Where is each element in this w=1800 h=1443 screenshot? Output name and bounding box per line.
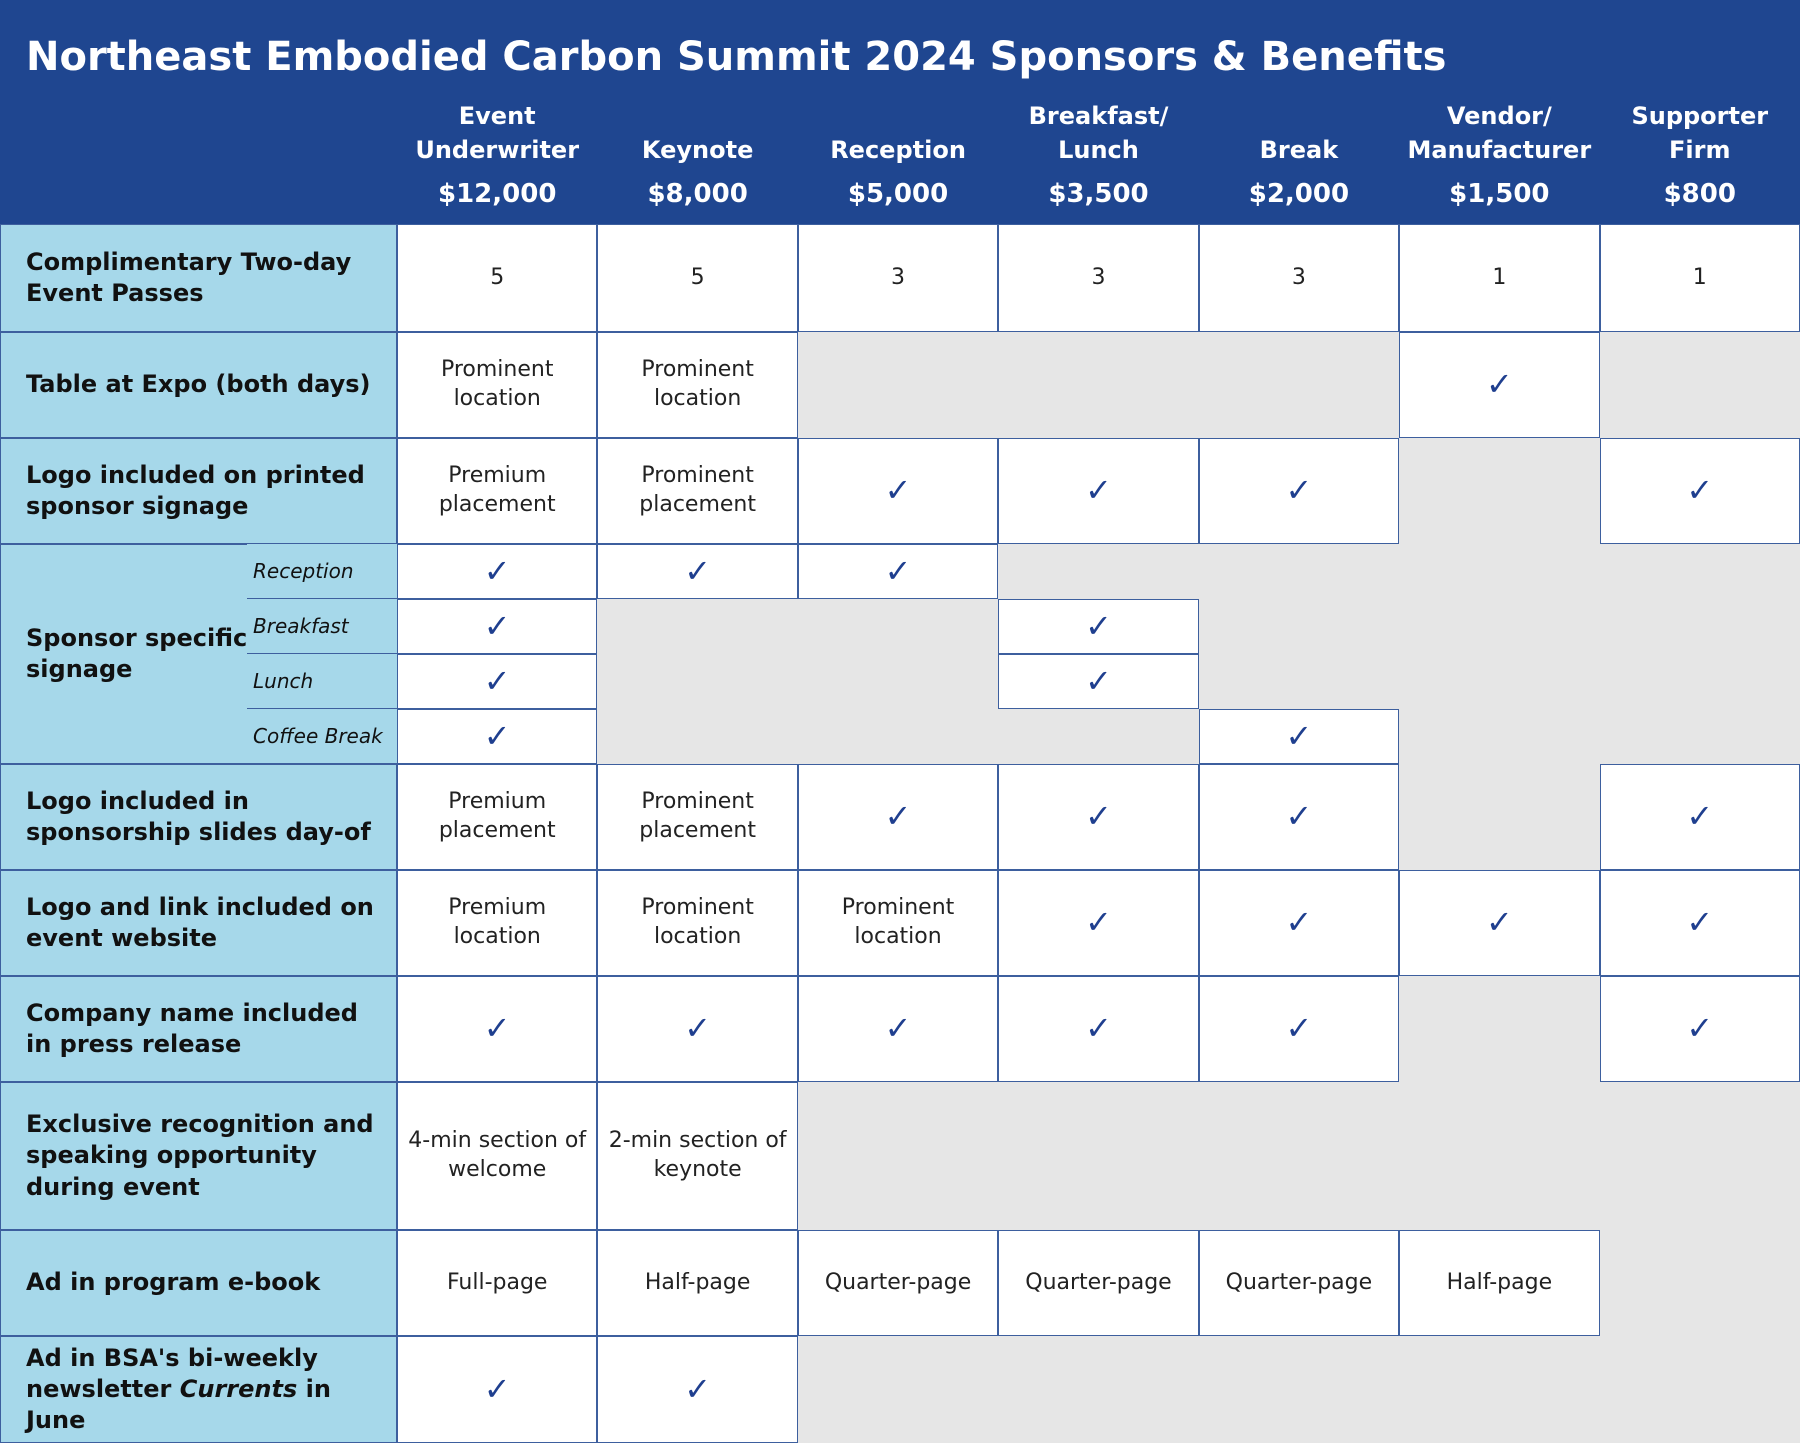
- column-name: Underwriter: [415, 136, 580, 165]
- row-label: Logo included on printed sponsor signage: [0, 438, 397, 544]
- cell: ✓: [797, 544, 999, 599]
- column-name: Keynote: [641, 136, 754, 165]
- cell: ✓: [1198, 438, 1400, 544]
- cell: Prominent location: [797, 870, 999, 976]
- cell: Half-page: [1399, 1230, 1600, 1336]
- row-label-text: Ad in BSA's bi-weekly newsletter Current…: [26, 1343, 388, 1437]
- cell: ✓: [1198, 870, 1400, 976]
- cell: ✓: [1599, 976, 1800, 1082]
- cell: ✓: [597, 544, 798, 599]
- column-price: $8,000: [647, 178, 748, 209]
- column-price: $800: [1663, 178, 1736, 209]
- row-label: Company name included in press release: [0, 976, 397, 1082]
- cell: ✓: [1599, 438, 1800, 544]
- cell: ✓: [1399, 332, 1600, 438]
- column-name: Vendor/: [1446, 102, 1552, 131]
- cell: 1: [1399, 224, 1600, 332]
- title: Northeast Embodied Carbon Summit 2024 Sp…: [26, 34, 1447, 80]
- column-price: $2,000: [1248, 178, 1350, 209]
- cell: Prominent location: [597, 870, 798, 976]
- cell: 3: [998, 224, 1199, 332]
- cell: Premium location: [397, 870, 598, 976]
- cell: ✓: [1198, 764, 1400, 870]
- cell: ✓: [397, 709, 598, 764]
- column-header: Reception $5,000: [797, 90, 999, 224]
- column-header: Breakfast/Lunch $3,500: [998, 90, 1199, 224]
- column-name: Break: [1259, 136, 1339, 165]
- column-header: Vendor/Manufacturer $1,500: [1399, 90, 1600, 224]
- cell: 2-min section of keynote: [597, 1082, 798, 1230]
- cell: 5: [397, 224, 598, 332]
- cell: Quarter-page: [1198, 1230, 1400, 1336]
- cell: ✓: [597, 1336, 798, 1443]
- sub-label: Lunch: [247, 654, 397, 709]
- cell: ✓: [597, 976, 798, 1082]
- column-name: Reception: [830, 136, 966, 165]
- column-price: $12,000: [438, 178, 557, 209]
- cell: ✓: [397, 654, 598, 709]
- column-header: Supporter Firm $800: [1599, 90, 1800, 224]
- cell: ✓: [397, 599, 598, 654]
- cell: ✓: [797, 976, 999, 1082]
- column-name: Lunch: [1058, 136, 1139, 165]
- cell: Prominent placement: [597, 438, 798, 544]
- cell: 3: [797, 224, 999, 332]
- row-label: Complimentary Two-day Event Passes: [0, 224, 397, 332]
- row-label: Ad in program e-book: [0, 1230, 397, 1336]
- cell: 4-min section of welcome: [397, 1082, 598, 1230]
- column-name: Manufacturer: [1407, 136, 1592, 165]
- cell: Premium placement: [397, 764, 598, 870]
- cell: ✓: [397, 976, 598, 1082]
- row-label: Exclusive recognition and speaking oppor…: [0, 1082, 397, 1230]
- sub-label: Coffee Break: [247, 709, 397, 764]
- cell: ✓: [998, 870, 1199, 976]
- cell: ✓: [397, 544, 598, 599]
- sub-label: Reception: [247, 544, 397, 599]
- column-price: $1,500: [1449, 178, 1550, 209]
- column-price: $3,500: [1048, 178, 1149, 209]
- cell: ✓: [998, 764, 1199, 870]
- label-part: Currents: [179, 1374, 298, 1403]
- cell: 5: [597, 224, 798, 332]
- cell: ✓: [1198, 976, 1400, 1082]
- cell: ✓: [998, 976, 1199, 1082]
- row-label: Logo and link included on event website: [0, 870, 397, 976]
- cell: Quarter-page: [797, 1230, 999, 1336]
- cell: Prominent location: [597, 332, 798, 438]
- column-name: Event: [458, 102, 536, 131]
- column-header: Event Underwriter $12,000: [397, 90, 598, 224]
- column-name: Supporter: [1631, 102, 1769, 131]
- cell: Prominent placement: [597, 764, 798, 870]
- cell: ✓: [1599, 764, 1800, 870]
- cell: 3: [1198, 224, 1400, 332]
- cell: ✓: [1198, 709, 1400, 764]
- label-part: in June: [26, 1374, 340, 1435]
- column-name: Firm: [1669, 136, 1731, 165]
- cell: Full-page: [397, 1230, 598, 1336]
- label-part: Ad in BSA's bi-weekly newsletter: [26, 1343, 327, 1403]
- cell: ✓: [797, 764, 999, 870]
- row-label: Ad in BSA's bi-weekly newsletter Current…: [0, 1336, 397, 1443]
- cell: Quarter-page: [998, 1230, 1199, 1336]
- cell: ✓: [1599, 870, 1800, 976]
- row-label: Logo included in sponsorship slides day-…: [0, 764, 397, 870]
- row-label: Table at Expo (both days): [0, 332, 397, 438]
- column-price: $5,000: [847, 178, 949, 209]
- column-header: Break $2,000: [1198, 90, 1400, 224]
- cell: ✓: [998, 654, 1199, 709]
- cell: ✓: [998, 599, 1199, 654]
- sub-label: Breakfast: [247, 599, 397, 654]
- cell: Prominent location: [397, 332, 598, 438]
- cell: 1: [1599, 224, 1800, 332]
- cell: ✓: [797, 438, 999, 544]
- cell: ✓: [397, 1336, 598, 1443]
- cell: ✓: [1399, 870, 1600, 976]
- column-header: Keynote $8,000: [597, 90, 798, 224]
- cell: ✓: [998, 438, 1199, 544]
- column-name: Breakfast/: [1028, 102, 1169, 131]
- cell: Half-page: [597, 1230, 798, 1336]
- cell: Premium placement: [397, 438, 598, 544]
